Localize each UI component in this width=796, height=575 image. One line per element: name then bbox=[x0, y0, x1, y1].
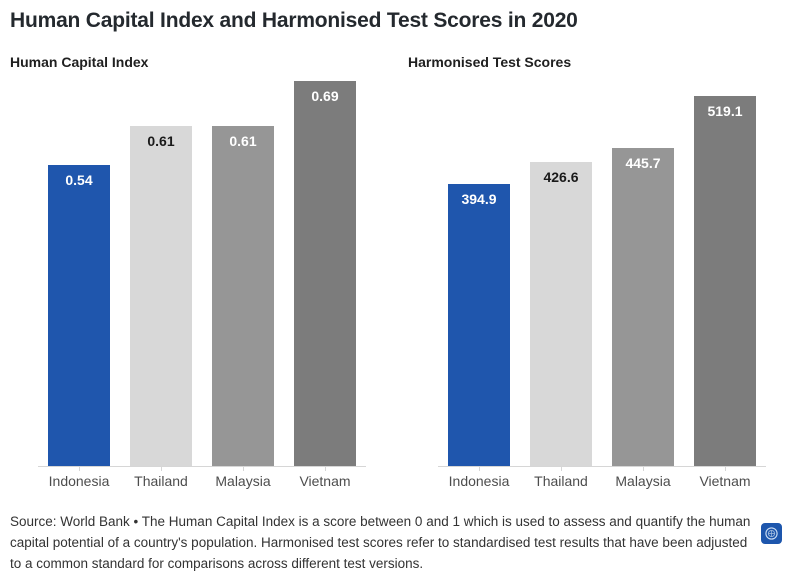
bar-vietnam[interactable]: 519.1 bbox=[694, 96, 756, 466]
axis-tick-vietnam bbox=[325, 466, 326, 471]
plot-human-capital-index: 0.54 Indonesia 0.61 Thailand 0.61 Malaysia 0.6… bbox=[38, 81, 366, 489]
bar-malaysia[interactable]: 0.61 bbox=[212, 126, 274, 466]
axis-tick-vietnam bbox=[725, 466, 726, 471]
axis-tick-indonesia bbox=[479, 466, 480, 471]
axis-tick-thailand bbox=[561, 466, 562, 471]
bar-value-label-thailand: 426.6 bbox=[543, 169, 579, 185]
bar-indonesia[interactable]: 394.9 bbox=[448, 184, 510, 466]
axis-tick-indonesia bbox=[79, 466, 80, 471]
bar-malaysia[interactable]: 445.7 bbox=[612, 148, 674, 466]
bar-indonesia[interactable]: 0.54 bbox=[48, 165, 110, 466]
bar-value-label-indonesia: 394.9 bbox=[461, 191, 497, 207]
bar-thailand[interactable]: 0.61 bbox=[130, 126, 192, 466]
plot-harmonised-test-scores: 394.9 Indonesia 426.6 Thailand 445.7 Malaysia… bbox=[438, 81, 766, 489]
panel-title-human-capital-index: Human Capital Index bbox=[10, 54, 149, 70]
bar-value-label-malaysia: 0.61 bbox=[229, 133, 257, 149]
bar-value-label-thailand: 0.61 bbox=[147, 133, 175, 149]
axis-label-indonesia: Indonesia bbox=[448, 473, 510, 489]
bar-vietnam[interactable]: 0.69 bbox=[294, 81, 356, 466]
panel-title-harmonised-test-scores: Harmonised Test Scores bbox=[408, 54, 572, 70]
axis-label-malaysia: Malaysia bbox=[615, 473, 671, 489]
page-title: Human Capital Index and Harmonised Test … bbox=[10, 9, 578, 32]
bar-value-label-malaysia: 445.7 bbox=[625, 155, 661, 171]
bar-value-label-indonesia: 0.54 bbox=[65, 172, 93, 188]
axis-tick-thailand bbox=[161, 466, 162, 471]
source-note: Source: World Bank • The Human Capital I… bbox=[10, 514, 751, 571]
bar-value-label-vietnam: 519.1 bbox=[707, 103, 743, 119]
bar-thailand[interactable]: 426.6 bbox=[530, 162, 592, 466]
axis-label-malaysia: Malaysia bbox=[215, 473, 271, 489]
axis-tick-malaysia bbox=[243, 466, 244, 471]
axis-label-thailand: Thailand bbox=[134, 473, 188, 489]
axis-label-thailand: Thailand bbox=[534, 473, 588, 489]
axis-label-vietnam: Vietnam bbox=[699, 473, 751, 489]
publisher-logo-badge[interactable] bbox=[761, 523, 782, 544]
axis-tick-malaysia bbox=[643, 466, 644, 471]
axis-label-vietnam: Vietnam bbox=[299, 473, 351, 489]
axis-label-indonesia: Indonesia bbox=[48, 473, 110, 489]
seal-logo-icon bbox=[764, 526, 779, 541]
bar-value-label-vietnam: 0.69 bbox=[311, 88, 339, 104]
